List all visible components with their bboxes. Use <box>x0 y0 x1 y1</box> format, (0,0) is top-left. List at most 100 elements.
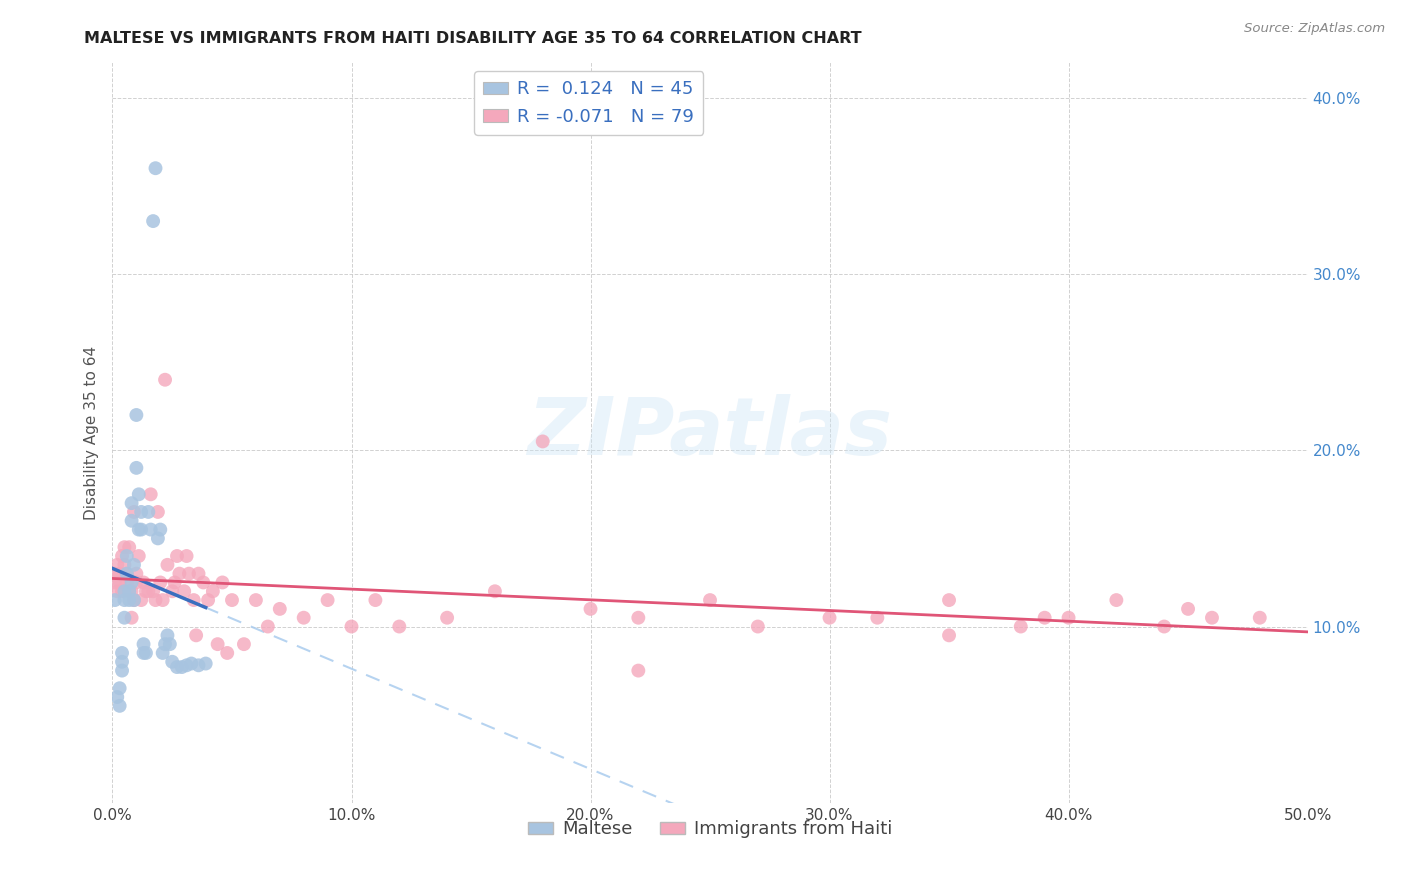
Point <box>177 566 200 581</box>
Point <box>121 575 143 590</box>
Point <box>105 690 128 704</box>
Point <box>114 558 135 572</box>
Point <box>121 496 143 510</box>
Point <box>245 593 267 607</box>
Text: Source: ZipAtlas.com: Source: ZipAtlas.com <box>1244 22 1385 36</box>
Point <box>114 584 135 599</box>
Point <box>121 514 143 528</box>
Point <box>169 566 191 581</box>
Point <box>142 214 165 228</box>
Point <box>125 408 148 422</box>
Point <box>128 549 150 563</box>
Point <box>221 593 243 607</box>
Point <box>108 681 131 696</box>
Point <box>105 584 128 599</box>
Point <box>531 434 554 449</box>
Point <box>627 610 650 624</box>
Point <box>747 619 769 633</box>
Point <box>129 593 152 607</box>
Point <box>104 575 127 590</box>
Point <box>201 584 224 599</box>
Point <box>111 646 134 660</box>
Point <box>153 637 176 651</box>
Point <box>115 566 138 581</box>
Point <box>194 657 217 671</box>
Point <box>111 664 134 678</box>
Point <box>207 637 229 651</box>
Point <box>1201 610 1223 624</box>
Point <box>115 566 138 581</box>
Point <box>1057 610 1080 624</box>
Point <box>217 646 239 660</box>
Point <box>139 487 162 501</box>
Point <box>145 593 167 607</box>
Point <box>180 657 202 671</box>
Point <box>122 593 145 607</box>
Point <box>111 549 134 563</box>
Text: MALTESE VS IMMIGRANTS FROM HAITI DISABILITY AGE 35 TO 64 CORRELATION CHART: MALTESE VS IMMIGRANTS FROM HAITI DISABIL… <box>84 31 862 46</box>
Point <box>132 637 155 651</box>
Point <box>156 558 179 572</box>
Point <box>1177 602 1199 616</box>
Point <box>257 619 280 633</box>
Point <box>108 698 131 713</box>
Point <box>484 584 506 599</box>
Point <box>233 637 256 651</box>
Point <box>135 646 157 660</box>
Point <box>183 593 205 607</box>
Point <box>292 610 315 624</box>
Point <box>118 584 141 599</box>
Point <box>159 637 181 651</box>
Point <box>163 575 186 590</box>
Point <box>176 658 198 673</box>
Point <box>125 566 148 581</box>
Point <box>118 540 141 554</box>
Point <box>1105 593 1128 607</box>
Point <box>818 610 841 624</box>
Point <box>1010 619 1032 633</box>
Point <box>1153 619 1175 633</box>
Point <box>132 646 155 660</box>
Point <box>122 505 145 519</box>
Point <box>152 646 174 660</box>
Point <box>142 584 165 599</box>
Point <box>138 505 160 519</box>
Point <box>118 584 141 599</box>
Point <box>104 566 127 581</box>
Point <box>146 505 169 519</box>
Point <box>125 461 148 475</box>
Legend: Maltese, Immigrants from Haiti: Maltese, Immigrants from Haiti <box>520 814 900 846</box>
Point <box>436 610 458 624</box>
Point <box>105 558 128 572</box>
Point <box>627 664 650 678</box>
Point <box>129 523 152 537</box>
Point <box>132 575 155 590</box>
Point <box>114 540 135 554</box>
Point <box>340 619 363 633</box>
Point <box>111 584 134 599</box>
Point <box>197 593 219 607</box>
Point <box>108 575 131 590</box>
Point <box>121 584 143 599</box>
Point <box>176 549 198 563</box>
Point <box>938 628 960 642</box>
Point <box>149 575 172 590</box>
Point <box>114 593 135 607</box>
Point <box>145 161 167 176</box>
Point <box>129 505 152 519</box>
Point <box>388 619 411 633</box>
Point <box>153 373 176 387</box>
Point <box>166 660 188 674</box>
Point <box>162 655 183 669</box>
Point <box>128 523 150 537</box>
Point <box>187 566 209 581</box>
Text: ZIPatlas: ZIPatlas <box>527 393 893 472</box>
Point <box>125 575 148 590</box>
Point <box>104 593 127 607</box>
Point <box>115 549 138 563</box>
Point <box>152 593 174 607</box>
Point <box>122 593 145 607</box>
Point <box>316 593 339 607</box>
Point <box>139 523 162 537</box>
Point <box>111 655 134 669</box>
